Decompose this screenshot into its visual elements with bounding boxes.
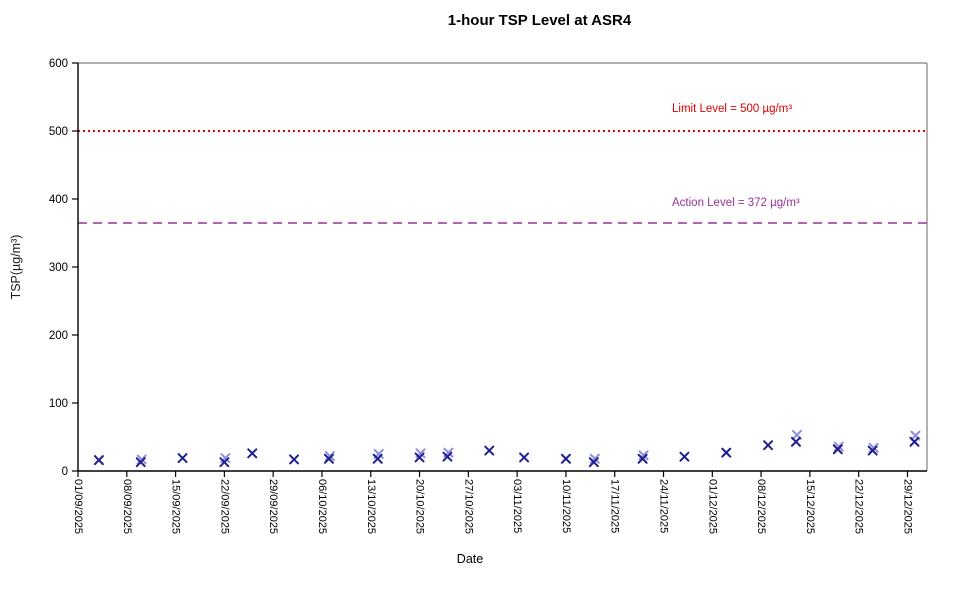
x-tick-label: 15/12/2025 — [804, 479, 816, 534]
y-tick-label: 600 — [49, 58, 68, 70]
x-tick-label: 08/09/2025 — [121, 479, 133, 534]
y-tick-label: 100 — [49, 398, 68, 410]
data-point-marker — [790, 436, 801, 447]
data-point-marker — [177, 453, 188, 464]
data-point-marker — [560, 453, 571, 464]
data-point-marker — [833, 441, 844, 452]
x-axis-title: Date — [456, 552, 484, 566]
data-point-marker — [519, 452, 530, 463]
x-tick-label: 06/10/2025 — [316, 479, 328, 534]
data-point-marker — [372, 453, 383, 464]
data-point-marker — [442, 451, 453, 462]
x-tick-label: 01/09/2025 — [72, 479, 84, 534]
data-point-marker — [414, 452, 425, 463]
data-point-marker — [832, 444, 843, 455]
x-tick-label: 20/10/2025 — [414, 479, 426, 534]
x-tick-label: 24/11/2025 — [658, 479, 670, 533]
x-tick-label: 10/11/2025 — [560, 479, 572, 533]
data-point-marker — [219, 457, 230, 468]
y-tick-label: 200 — [49, 330, 68, 342]
x-tick-label: 01/12/2025 — [706, 479, 718, 534]
data-point-marker — [867, 445, 878, 456]
data-point-marker — [247, 448, 258, 459]
data-point-marker — [135, 457, 146, 468]
y-axis-title: TSP(µg/m³) — [9, 234, 23, 300]
y-tick-label: 500 — [49, 126, 68, 138]
y-tick-label: 400 — [49, 194, 68, 206]
data-point-marker — [588, 457, 599, 468]
x-tick-label: 29/12/2025 — [901, 479, 913, 534]
data-point-marker — [289, 454, 300, 465]
x-tick-label: 15/09/2025 — [170, 479, 182, 534]
x-tick-label: 27/10/2025 — [462, 479, 474, 534]
data-point-marker — [679, 451, 690, 462]
limit-level-label: Limit Level = 500 µg/m³ — [672, 103, 793, 115]
data-point-marker — [721, 447, 732, 458]
x-tick-label: 03/11/2025 — [511, 479, 523, 533]
x-tick-label: 08/12/2025 — [755, 479, 767, 534]
x-tick-label: 13/10/2025 — [365, 479, 377, 534]
data-point-marker — [637, 453, 648, 464]
data-point-marker — [93, 455, 104, 466]
data-point-marker — [323, 453, 334, 464]
x-tick-label: 29/09/2025 — [267, 479, 279, 534]
data-point-marker — [909, 436, 920, 447]
data-point-marker — [868, 442, 879, 453]
y-tick-label: 300 — [49, 262, 68, 274]
x-tick-label: 17/11/2025 — [609, 479, 621, 533]
y-tick-label: 0 — [62, 466, 68, 478]
x-tick-label: 22/12/2025 — [853, 479, 865, 534]
x-tick-label: 22/09/2025 — [218, 479, 230, 534]
chart-title: 1-hour TSP Level at ASR4 — [447, 12, 632, 29]
data-point-marker — [763, 440, 774, 451]
data-point-marker — [484, 445, 495, 456]
action-level-label: Action Level = 372 µg/m³ — [672, 197, 800, 209]
data-point-marker — [136, 454, 147, 465]
data-point-marker — [324, 451, 335, 462]
